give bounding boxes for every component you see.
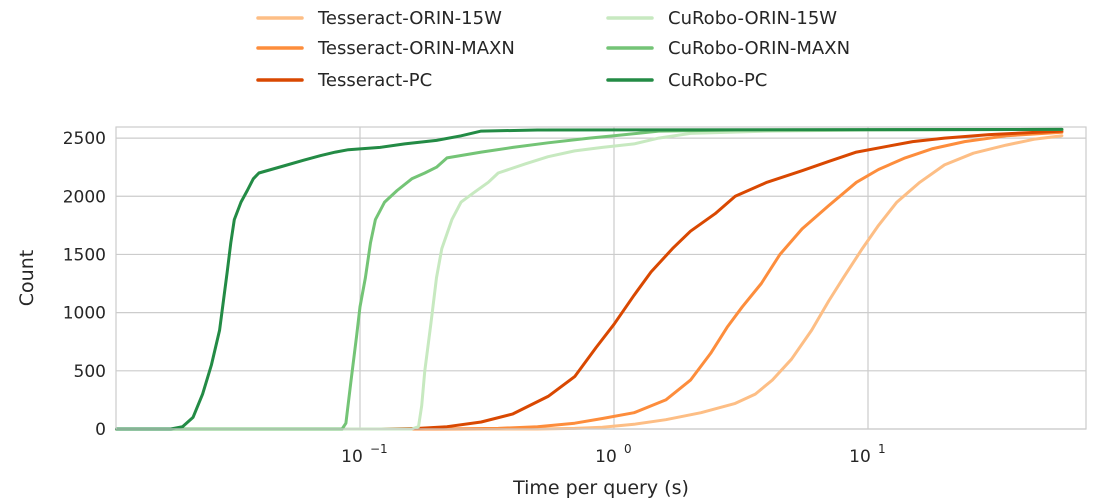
series-layer: [115, 127, 1064, 431]
legend-label: CuRobo-ORIN-MAXN: [668, 38, 850, 59]
x-tick-label: 10: [849, 447, 871, 467]
series-line-tesseract-pc: [115, 129, 1064, 431]
legend-item: Tesseract-PC: [256, 70, 432, 91]
y-tick-label: 2500: [63, 129, 106, 149]
series-line-curobo-orin-15w: [115, 127, 1064, 431]
legend-label: CuRobo-PC: [668, 70, 767, 91]
y-tick-label: 1500: [63, 245, 106, 265]
legend-item: Tesseract-ORIN-15W: [256, 8, 502, 29]
y-tick-label: 500: [74, 362, 106, 382]
series-line-tesseract-orin-maxn: [115, 130, 1064, 431]
legend-item: CuRobo-ORIN-15W: [606, 8, 837, 29]
x-tick-label: 10: [341, 447, 363, 467]
legend: Tesseract-ORIN-15W Tesseract-ORIN-MAXN Tes…: [256, 8, 850, 91]
legend-item: CuRobo-ORIN-MAXN: [606, 38, 850, 59]
legend-label: CuRobo-ORIN-15W: [668, 8, 837, 29]
y-axis-label: Count: [16, 250, 38, 306]
y-tick-label: 2000: [63, 187, 106, 207]
y-axis-ticks: 0 500 1000 1500 2000 2500: [63, 129, 106, 440]
legend-item: CuRobo-PC: [606, 70, 767, 91]
y-tick-label: 0: [95, 420, 106, 440]
x-tick-label: 10: [595, 447, 617, 467]
y-tick-label: 1000: [63, 304, 106, 324]
x-tick-exponent: 0: [624, 442, 632, 456]
legend-label: Tesseract-PC: [317, 70, 432, 91]
series-line-tesseract-orin-15w: [115, 134, 1064, 431]
x-axis-ticks: 10 −1 10 0 10 1: [341, 442, 885, 467]
legend-item: Tesseract-ORIN-MAXN: [256, 38, 515, 59]
x-tick-exponent: −1: [370, 442, 388, 456]
legend-label: Tesseract-ORIN-15W: [317, 8, 502, 29]
legend-label: Tesseract-ORIN-MAXN: [317, 38, 515, 59]
series-line-curobo-pc: [115, 127, 1064, 431]
x-tick-exponent: 1: [878, 442, 886, 456]
series-line-curobo-orin-maxn: [115, 127, 1064, 431]
x-axis-label: Time per query (s): [512, 477, 689, 499]
plot-frame: [115, 126, 1087, 430]
